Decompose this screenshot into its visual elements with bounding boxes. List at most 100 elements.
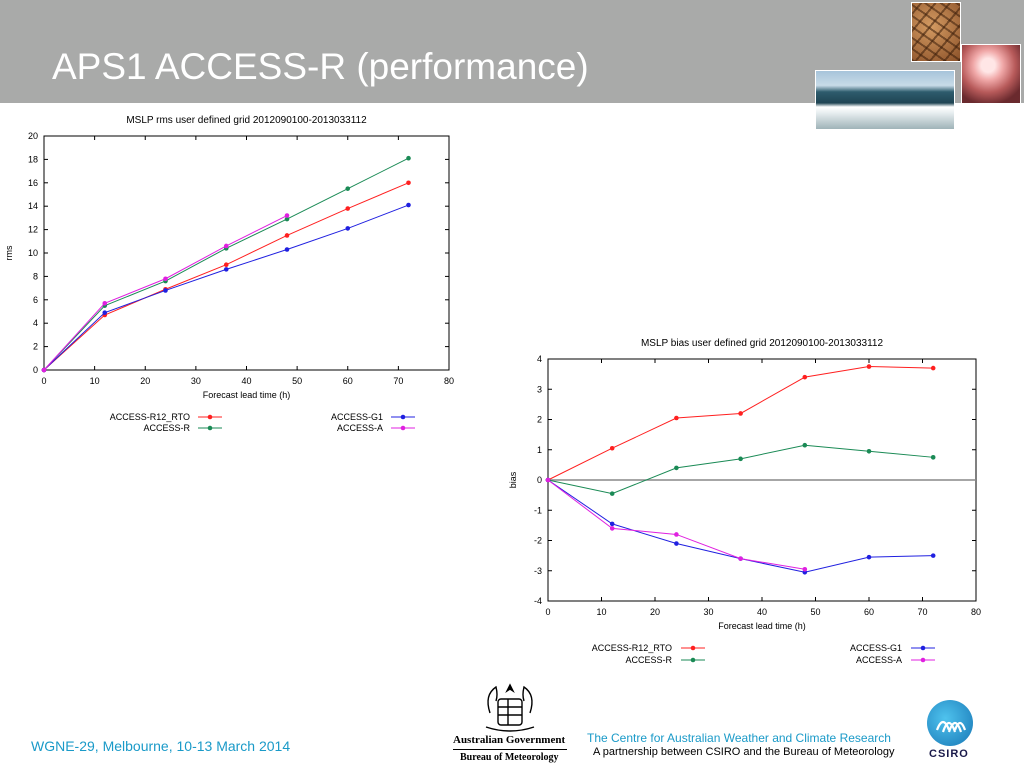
chart1-data-point — [345, 206, 351, 211]
chart1-y-tick-label: 14 — [28, 201, 38, 211]
chart2-y-tick-label: 3 — [537, 384, 542, 394]
slide-header: APS1 ACCESS-R (performance) — [0, 0, 1024, 103]
chart1-data-point — [102, 303, 108, 308]
ocean-wave-photo — [815, 70, 955, 130]
chart2-y-tick-label: 0 — [537, 475, 542, 485]
chart2-data-point — [866, 364, 872, 369]
chart1-data-point — [223, 262, 229, 268]
chart1-data-point — [284, 233, 290, 238]
chart1-data-point — [223, 267, 229, 272]
chart2-data-point — [609, 491, 615, 496]
chart2-x-axis-label: Forecast lead time (h) — [718, 621, 806, 631]
chart2-y-tick-label: 2 — [537, 415, 542, 425]
chart1-data-point — [223, 246, 229, 251]
chart1-data-point — [406, 202, 411, 208]
chart2-legend-label: ACCESS-G1 — [850, 643, 902, 653]
chart2-data-point — [609, 526, 615, 531]
chart2-legend-label: ACCESS-A — [856, 655, 902, 665]
bureau-label: Bureau of Meteorology — [460, 752, 559, 763]
chart1-series-line — [43, 182, 409, 371]
chart2-data-point — [802, 566, 808, 572]
chart2-data-point — [930, 455, 936, 460]
chart1-plot-frame — [43, 135, 450, 371]
chart1-series-line — [43, 215, 288, 371]
australian-government-label: Australian Government — [453, 734, 566, 746]
chart2-data-point — [545, 477, 551, 483]
chart1-data-point — [163, 286, 168, 292]
footer-event: WGNE-29, Melbourne, 10-13 March 2014 — [31, 738, 291, 754]
chart1-legend-marker — [400, 425, 406, 431]
chart1-series-line — [43, 157, 409, 371]
chart1-x-tick-label: 20 — [140, 376, 150, 386]
chart2-x-tick-label: 80 — [971, 607, 981, 617]
chart2-x-tick-label: 60 — [864, 607, 874, 617]
chart2-data-point — [930, 365, 936, 371]
chart2-data-point — [930, 553, 936, 558]
footer-centre-title: The Centre for Australian Weather and Cl… — [587, 731, 891, 745]
chart2-data-point — [866, 554, 872, 560]
chart1-y-tick-label: 4 — [33, 318, 38, 328]
chart1-data-point — [41, 367, 47, 373]
chart2-data-point — [738, 411, 743, 416]
chart1-data-point — [406, 180, 411, 186]
chart2-data-point — [545, 477, 551, 483]
chart1-data-point — [102, 310, 108, 315]
chart1-x-tick-label: 50 — [292, 376, 302, 386]
chart2-title: MSLP bias user defined grid 2012090100-2… — [641, 338, 883, 349]
chart1-y-axis-label: rms — [4, 245, 14, 260]
chart1-legend-label: ACCESS-A — [337, 423, 383, 433]
chart2-data-point — [609, 445, 615, 451]
chart2-series-line — [547, 479, 934, 573]
chart1-data-point — [163, 288, 168, 293]
chart2-y-tick-label: -1 — [534, 505, 542, 515]
chart1-data-point — [41, 367, 47, 373]
chart1-data-point — [102, 312, 108, 318]
chart2-data-point — [802, 569, 808, 575]
chart2-data-point — [674, 465, 679, 471]
chart2-y-tick-label: 4 — [537, 354, 542, 364]
chart2-data-point — [545, 477, 551, 483]
chart1-series-line — [43, 204, 409, 371]
chart1-legend-label: ACCESS-R — [143, 423, 190, 433]
chart2-x-tick-label: 50 — [810, 607, 820, 617]
australian-government-crest-icon — [485, 683, 535, 732]
chart1-legend-marker — [400, 414, 406, 420]
chart1-y-tick-label: 8 — [33, 271, 38, 281]
chart1-y-tick-label: 10 — [28, 248, 38, 258]
chart1-data-point — [41, 367, 47, 373]
chart1-data-point — [284, 216, 290, 222]
chart2-series-line — [547, 444, 934, 495]
chart1-y-tick-label: 20 — [28, 131, 38, 141]
footer-centre-subtitle: A partnership between CSIRO and the Bure… — [593, 746, 895, 758]
chart2-series-line — [547, 366, 934, 481]
chart1-data-point — [406, 155, 411, 161]
chart1-y-tick-label: 16 — [28, 178, 38, 188]
chart1-x-tick-label: 70 — [393, 376, 403, 386]
chart2-data-point — [738, 556, 743, 561]
chart1-legend-marker — [207, 414, 213, 420]
chart2-data-point — [674, 532, 679, 537]
chart2-data-point — [674, 415, 679, 421]
chart1-data-point — [41, 367, 47, 373]
chart1-y-tick-label: 2 — [33, 342, 38, 352]
chart2-data-point — [545, 477, 551, 483]
chart1-data-point — [223, 243, 229, 249]
chart1-x-tick-label: 60 — [343, 376, 353, 386]
chart1-y-tick-label: 0 — [33, 365, 38, 375]
chart2-y-tick-label: -2 — [534, 536, 542, 546]
chart2-x-tick-label: 20 — [650, 607, 660, 617]
chart1-x-tick-label: 80 — [444, 376, 454, 386]
chart1-legend-label: ACCESS-R12_RTO — [110, 412, 190, 422]
chart2-data-point — [866, 448, 872, 454]
chart2-plot-frame — [547, 358, 977, 602]
chart2-data-point — [609, 521, 615, 527]
cracked-earth-photo — [911, 2, 961, 62]
chart1-legend-label: ACCESS-G1 — [331, 412, 383, 422]
chart2-data-point — [802, 442, 808, 448]
chart1-x-tick-label: 40 — [241, 376, 251, 386]
slide-title: APS1 ACCESS-R (performance) — [52, 46, 589, 87]
chart2-y-tick-label: -3 — [534, 566, 542, 576]
chart2-legend-marker — [920, 645, 926, 651]
chart1-data-point — [102, 301, 108, 306]
chart1-y-tick-label: 18 — [28, 154, 38, 164]
